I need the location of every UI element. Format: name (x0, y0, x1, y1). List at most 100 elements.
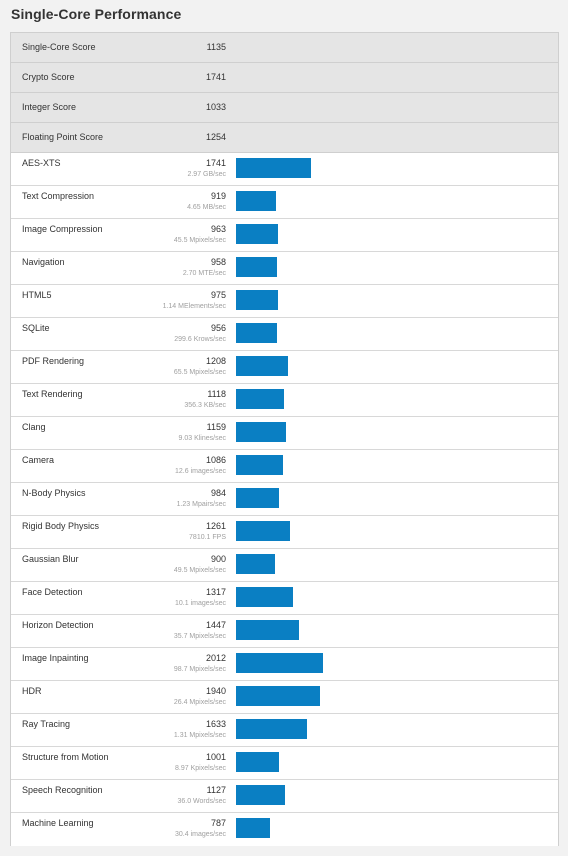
benchmark-row: Machine Learning 787 30.4 images/sec (11, 813, 558, 846)
benchmark-score: 919 (210, 191, 226, 201)
results-table: Single-Core Score 1135 Crypto Score 1741… (10, 32, 559, 846)
benchmark-score: 963 (210, 224, 226, 234)
benchmark-rate: 2.70 MTE/sec (182, 270, 226, 277)
benchmark-score: 1261 (205, 521, 226, 531)
score-bar (236, 521, 290, 541)
benchmark-label: Machine Learning (22, 818, 94, 828)
benchmark-row: SQLite 956 299.6 Krows/sec (11, 318, 558, 351)
benchmark-rate: 9.03 Klines/sec (178, 435, 226, 442)
benchmark-rate: 1.31 Mpixels/sec (173, 732, 226, 739)
benchmark-row: Image Compression 963 45.5 Mpixels/sec (11, 219, 558, 252)
benchmark-rate: 65.5 Mpixels/sec (173, 369, 226, 376)
summary-row-floating-point: Floating Point Score 1254 (11, 123, 558, 153)
benchmark-rate: 8.97 Kpixels/sec (175, 765, 226, 772)
benchmark-row: Text Compression 919 4.65 MB/sec (11, 186, 558, 219)
benchmark-row: Navigation 958 2.70 MTE/sec (11, 252, 558, 285)
benchmark-score: 984 (210, 488, 226, 498)
benchmark-label: N-Body Physics (22, 488, 86, 498)
benchmark-label: HTML5 (22, 290, 52, 300)
benchmark-score: 958 (210, 257, 226, 267)
score-bar (236, 554, 275, 574)
benchmark-score: 956 (210, 323, 226, 333)
benchmark-row: Clang 1159 9.03 Klines/sec (11, 417, 558, 450)
score-bar (236, 290, 278, 310)
score-bar (236, 323, 277, 343)
benchmark-label: HDR (22, 686, 42, 696)
benchmark-score: 1086 (205, 455, 226, 465)
benchmark-rate: 4.65 MB/sec (187, 204, 226, 211)
benchmark-rate: 98.7 Mpixels/sec (173, 666, 226, 673)
score-bar (236, 587, 293, 607)
benchmark-rate: 12.6 images/sec (175, 468, 226, 475)
benchmark-score: 1159 (206, 422, 226, 432)
benchmark-score: 1940 (205, 686, 226, 696)
benchmark-score: 1447 (205, 620, 226, 630)
benchmark-score: 1741 (205, 158, 226, 168)
benchmark-row: AES-XTS 1741 2.97 GB/sec (11, 153, 558, 186)
summary-score: 1135 (206, 42, 226, 52)
benchmark-label: Image Compression (22, 224, 103, 234)
benchmark-label: SQLite (22, 323, 50, 333)
benchmark-label: Face Detection (22, 587, 83, 597)
benchmark-label: Ray Tracing (22, 719, 71, 729)
benchmark-label: Camera (22, 455, 55, 465)
score-bar (236, 785, 285, 805)
benchmark-row: Face Detection 1317 10.1 images/sec (11, 582, 558, 615)
summary-score: 1254 (205, 132, 226, 142)
benchmark-score: 900 (210, 554, 226, 564)
section-title: Single-Core Performance (11, 6, 182, 22)
benchmark-row: Structure from Motion 1001 8.97 Kpixels/se… (11, 747, 558, 780)
benchmark-score: 787 (210, 818, 226, 828)
summary-score: 1741 (205, 72, 226, 82)
benchmark-score: 1208 (205, 356, 226, 366)
score-bar (236, 224, 278, 244)
benchmark-row: Ray Tracing 1633 1.31 Mpixels/sec (11, 714, 558, 747)
score-bar (236, 455, 283, 475)
summary-row-integer: Integer Score 1033 (11, 93, 558, 123)
benchmark-label: Speech Recognition (22, 785, 103, 795)
summary-row-crypto: Crypto Score 1741 (11, 63, 558, 93)
benchmark-label: Rigid Body Physics (22, 521, 100, 531)
benchmark-row: Camera 1086 12.6 images/sec (11, 450, 558, 483)
benchmark-row: N-Body Physics 984 1.23 Mpairs/sec (11, 483, 558, 516)
benchmark-label: Gaussian Blur (22, 554, 79, 564)
score-bar (236, 752, 279, 772)
benchmark-row: PDF Rendering 1208 65.5 Mpixels/sec (11, 351, 558, 384)
score-bar (236, 488, 279, 508)
benchmark-score: 1633 (205, 719, 226, 729)
score-bar (236, 356, 288, 376)
summary-label: Single-Core Score (22, 42, 96, 52)
summary-label: Crypto Score (22, 72, 75, 82)
score-bar (236, 686, 320, 706)
score-bar (236, 719, 307, 739)
benchmark-row: Horizon Detection 1447 35.7 Mpixels/sec (11, 615, 558, 648)
benchmark-row: Image Inpainting 2012 98.7 Mpixels/sec (11, 648, 558, 681)
benchmark-rate: 1.23 Mpairs/sec (176, 501, 226, 508)
benchmark-label: Horizon Detection (22, 620, 94, 630)
benchmark-score: 2012 (205, 653, 226, 663)
benchmark-row: Speech Recognition 1127 36.0 Words/sec (11, 780, 558, 813)
score-bar (236, 389, 284, 409)
benchmark-label: Text Compression (22, 191, 95, 201)
benchmark-row: HTML5 975 1.14 MElements/sec (11, 285, 558, 318)
benchmark-row: Text Rendering 1118 356.3 KB/sec (11, 384, 558, 417)
benchmark-rate: 2.97 GB/sec (187, 171, 226, 178)
benchmark-rate: 10.1 images/sec (175, 600, 226, 607)
benchmark-rate: 299.6 Krows/sec (174, 336, 226, 343)
benchmark-score: 1001 (205, 752, 226, 762)
summary-label: Floating Point Score (22, 132, 104, 142)
summary-row-single-core: Single-Core Score 1135 (11, 33, 558, 63)
benchmark-score: 975 (210, 290, 226, 300)
benchmark-label: Image Inpainting (22, 653, 89, 663)
score-bar (236, 620, 299, 640)
benchmark-rate: 356.3 KB/sec (184, 402, 226, 409)
summary-score: 1033 (205, 102, 226, 112)
benchmark-label: Text Rendering (22, 389, 83, 399)
summary-label: Integer Score (22, 102, 77, 112)
benchmark-label: Structure from Motion (22, 752, 109, 762)
benchmark-rate: 7810.1 FPS (189, 534, 226, 541)
score-bar (236, 422, 286, 442)
benchmark-rate: 45.5 Mpixels/sec (173, 237, 226, 244)
score-bar (236, 191, 276, 211)
